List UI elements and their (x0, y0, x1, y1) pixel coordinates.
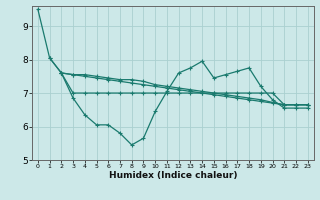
X-axis label: Humidex (Indice chaleur): Humidex (Indice chaleur) (108, 171, 237, 180)
